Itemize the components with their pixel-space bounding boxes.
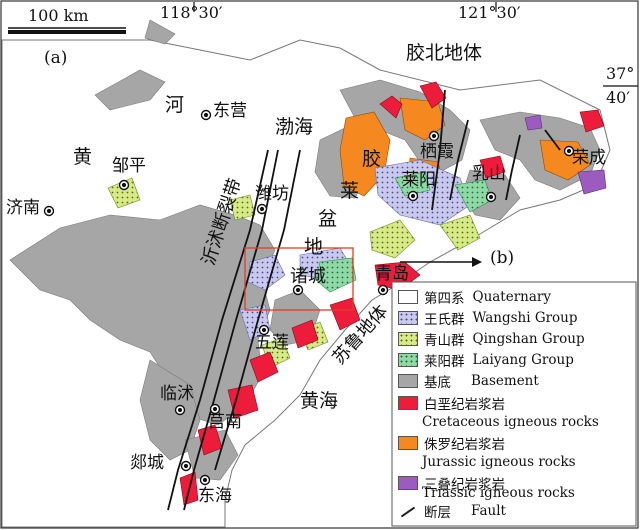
legend: 第四系 Quaternary 王氏群 Wangshi Group 青山群 Qin… [398,286,632,522]
legend-item-triassic: 三叠纪岩浆岩 [398,472,505,494]
callout-label: (b) [490,248,515,268]
city-wulian: 五莲 [255,333,289,353]
legend-item-cretaceous: 白垩纪岩浆岩 [398,392,505,414]
yellow-river-huang: 黄 [73,146,93,168]
lon-label-right: 121°30′ [458,3,521,22]
huanghai-label: 黄海 [300,390,339,412]
legend-text-en: Laiyang Group [472,352,574,368]
legend-text-cn: 白垩纪岩浆岩 [424,397,505,413]
legend-swatch [398,353,418,367]
legend-item-jurassic: 侏罗纪岩浆岩 [398,432,505,454]
city-donghai: 东海 [198,486,232,506]
city-zhucheng: 诸城 [290,266,326,287]
legend-swatch [398,332,418,346]
legend-swatch [398,311,418,325]
legend-frame [391,281,637,527]
basin-label-lai: 莱 [340,180,360,202]
legend-swatch [398,374,418,388]
lat-label-min: 40′ [606,88,630,107]
legend-text-en-triassic: Triassic igneous rocks [422,485,575,501]
fault-lines [167,89,561,511]
city-rongcheng: 荣成 [572,148,606,168]
city-markers [43,109,575,486]
fault-line-icon [398,505,418,518]
jiaobei-terrane-label: 胶北地体 [406,42,483,64]
legend-swatch [398,476,418,490]
lon-label-left: 118°30′ [160,3,223,22]
legend-text-en-jurassic: Jurassic igneous rocks [422,454,576,470]
city-jinan: 济南 [6,198,40,218]
bohai-label: 渤海 [275,116,314,138]
city-junan: 莒南 [208,412,242,432]
legend-text-cn: 基底 [424,375,451,391]
legend-text-cn: 侏罗纪岩浆岩 [424,437,505,453]
city-weifang: 潍坊 [255,184,289,204]
legend-text-en: Fault [471,503,506,519]
study-area-box [244,247,354,311]
city-dongying: 东营 [213,101,247,121]
city-laiyang: 莱阳 [402,170,436,190]
legend-text-cn: 断层 [424,505,451,521]
city-tancheng: 郯城 [130,453,164,473]
legend-text-en: Qingshan Group [472,331,585,347]
legend-text-cn: 青山群 [424,333,465,349]
city-qingdao: 青岛 [375,264,409,284]
legend-text-cn: 莱阳群 [424,354,465,370]
scale-bar-graphic [8,27,126,34]
city-zouping: 邹平 [112,156,146,176]
city-qixia: 栖霞 [420,142,454,162]
city-linshu: 临沭 [160,384,194,404]
panel-label: (a) [44,48,68,68]
legend-item-laiyang: 莱阳群 Laiyang Group [398,349,574,371]
yellow-river-he: 河 [165,94,185,116]
legend-text-cn: 第四系 [424,291,465,307]
callout-arrow-head [472,257,482,267]
basin-label-pen: 盆 [318,208,338,230]
lat-label-deg: 37° [606,64,635,83]
legend-text-en: Wangshi Group [472,310,578,326]
legend-text-en: Basement [471,373,539,389]
legend-text-cn: 王氏群 [424,312,465,328]
legend-text-cn: 三叠纪岩浆岩 [424,477,505,493]
legend-item-wangshi: 王氏群 Wangshi Group [398,307,578,329]
triassic-areas [524,114,607,195]
legend-swatch [398,396,418,410]
legend-text-en: Quaternary [472,289,552,305]
scale-bar-label: 100 km [28,6,89,25]
legend-item-basement: 基底 Basement [398,370,539,392]
city-rushan: 乳山 [472,164,506,184]
basin-label-di: 地 [304,236,324,258]
legend-item-quaternary: 第四系 Quaternary [398,286,551,308]
legend-swatch [398,436,418,450]
legend-item-fault: 断层 Fault [398,500,506,522]
basin-label-jiao: 胶 [362,148,382,170]
cretaceous-areas [179,81,605,506]
laiyang-areas [315,171,493,293]
legend-item-qingshan: 青山群 Qingshan Group [398,328,585,350]
legend-swatch [398,290,418,304]
legend-text-en-cretaceous: Cretaceous igneous rocks [422,414,599,430]
